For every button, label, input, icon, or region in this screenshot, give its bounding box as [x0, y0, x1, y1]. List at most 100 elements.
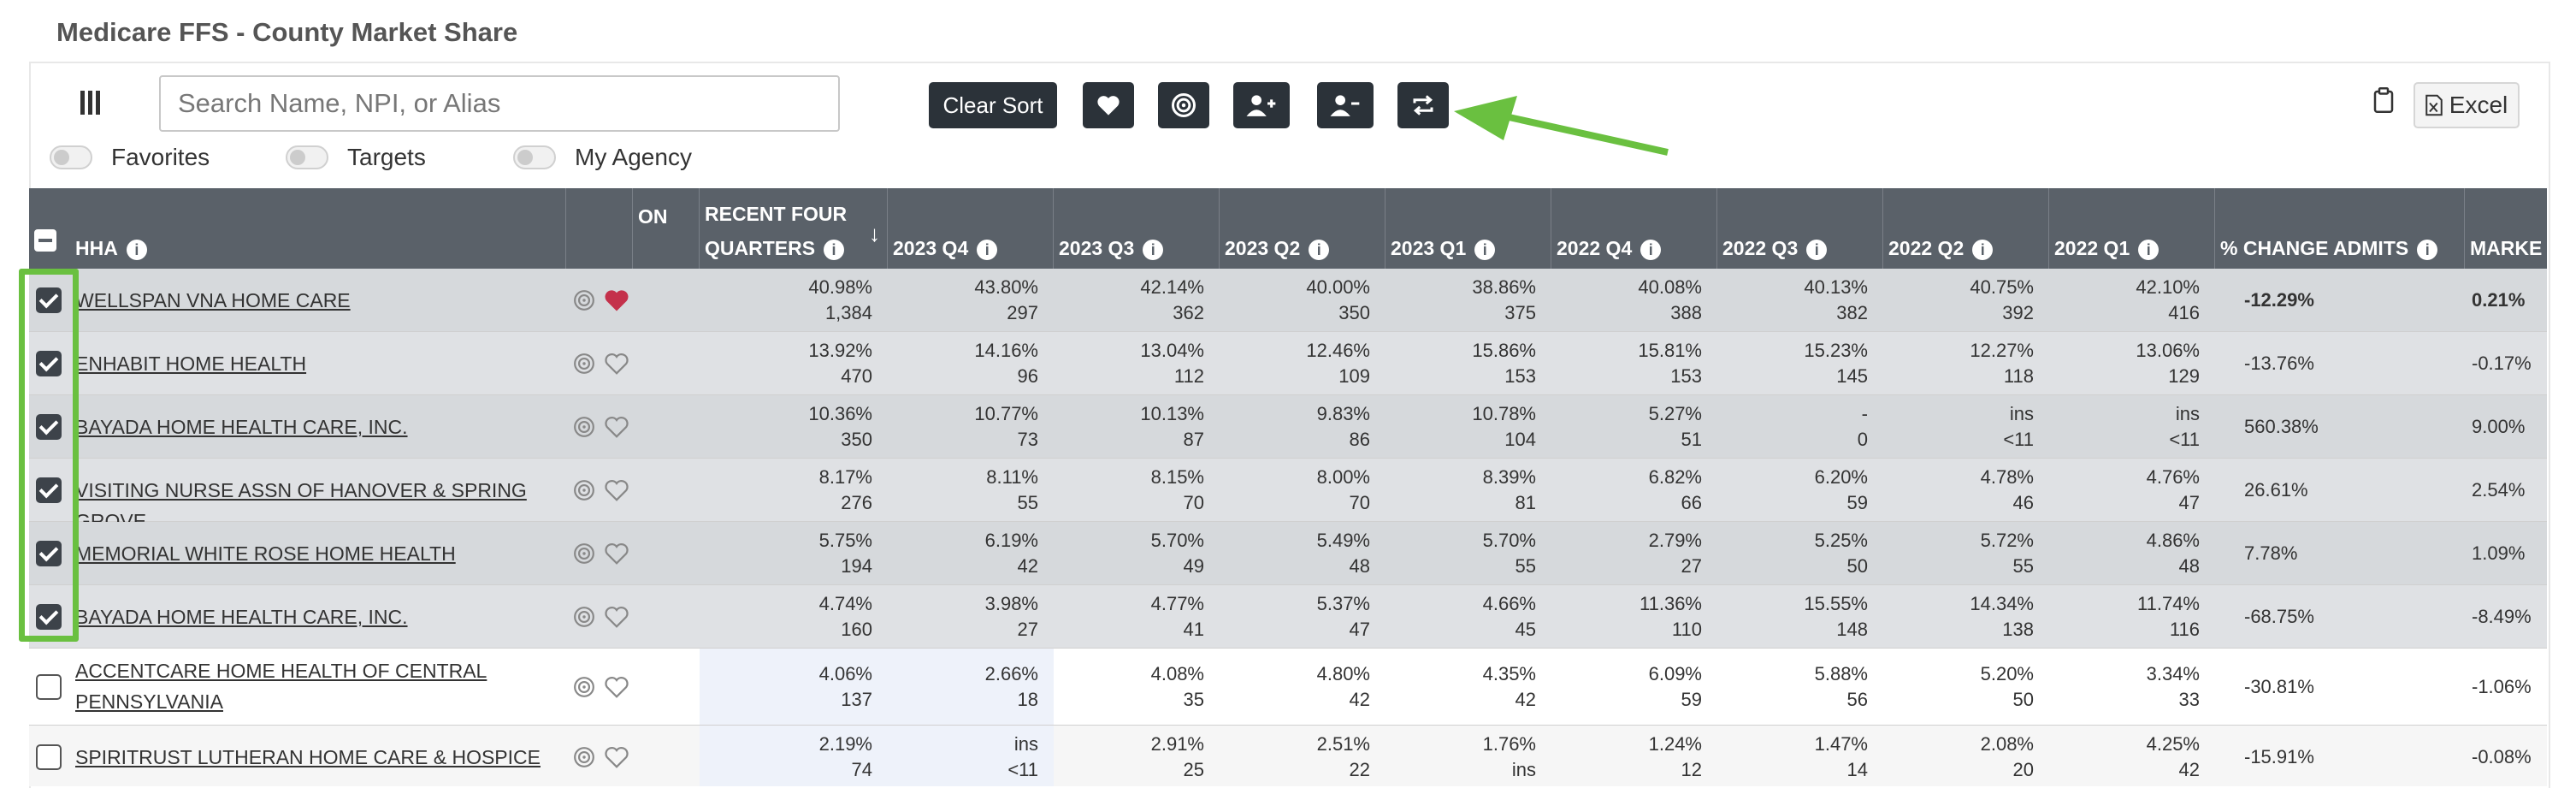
- target-icon[interactable]: [573, 289, 595, 311]
- table-row[interactable]: BAYADA HOME HEALTH CARE, INC. 10.36% 350 10…: [29, 395, 2547, 459]
- table-row[interactable]: WELLSPAN VNA HOME CARE 40.98% 1,384 43.80% 2…: [29, 269, 2547, 332]
- row-checkbox[interactable]: [36, 477, 62, 503]
- heart-outline-icon[interactable]: [604, 415, 629, 439]
- row-checkbox[interactable]: [36, 414, 62, 440]
- heart-outline-icon[interactable]: [604, 605, 629, 629]
- col-recent-four-quarters[interactable]: RECENT FOUR QUARTERS i ↓: [700, 188, 888, 269]
- row-checkbox[interactable]: [36, 351, 62, 376]
- hha-name-link[interactable]: SPIRITRUST LUTHERAN HOME CARE & HOSPICE: [75, 746, 541, 768]
- target-icon[interactable]: [573, 676, 595, 698]
- col-2022-q4[interactable]: 2022 Q4 i: [1551, 188, 1717, 269]
- target-icon[interactable]: [573, 606, 595, 628]
- share-pct: 13.04%: [1140, 340, 1204, 361]
- col-2022-q3[interactable]: 2022 Q3 i: [1717, 188, 1883, 269]
- search-input[interactable]: [159, 75, 840, 132]
- col-2023-q3[interactable]: 2023 Q3 i: [1054, 188, 1220, 269]
- target-filter-button[interactable]: [1158, 82, 1209, 128]
- info-icon[interactable]: i: [1474, 239, 1496, 260]
- market-cell: -0.08%: [2472, 726, 2547, 786]
- quarter-cell: 5.37% 47: [1220, 585, 1385, 648]
- share-pct: 2.66%: [984, 663, 1038, 684]
- share-pct: 2.19%: [818, 733, 872, 755]
- add-user-button[interactable]: [1233, 82, 1290, 128]
- clear-sort-button[interactable]: Clear Sort: [929, 82, 1057, 128]
- row-actions: [573, 745, 629, 769]
- col-2023-q1[interactable]: 2023 Q1 i: [1385, 188, 1551, 269]
- share-pct: 4.66%: [1482, 593, 1536, 614]
- swap-button[interactable]: [1397, 82, 1449, 128]
- hha-name-link[interactable]: ENHABIT HOME HEALTH: [75, 353, 307, 375]
- hha-name-link[interactable]: BAYADA HOME HEALTH CARE, INC.: [75, 416, 408, 438]
- col-on[interactable]: ON: [633, 188, 700, 269]
- excel-export-button[interactable]: Excel: [2414, 82, 2520, 128]
- share-pct: 15.81%: [1638, 340, 1702, 361]
- quarter-cell: 4.74% 160: [700, 585, 888, 648]
- col-hha[interactable]: HHA i: [29, 188, 566, 269]
- admits-count: 22: [1349, 759, 1370, 780]
- clipboard-icon[interactable]: [2372, 87, 2395, 113]
- market-cell: -1.06%: [2472, 649, 2547, 725]
- hha-name-link[interactable]: MEMORIAL WHITE ROSE HOME HEALTH: [75, 542, 456, 565]
- col-market[interactable]: MARKE: [2465, 188, 2547, 269]
- favorites-toggle[interactable]: [50, 145, 92, 169]
- table-row[interactable]: ENHABIT HOME HEALTH 13.92% 470 14.16% 96 13.0…: [29, 332, 2547, 395]
- favorites-toggle-group: Favorites: [50, 144, 210, 171]
- col-2022-q1[interactable]: 2022 Q1 i: [2049, 188, 2215, 269]
- columns-icon[interactable]: [80, 91, 104, 116]
- table-row[interactable]: BAYADA HOME HEALTH CARE, INC. 4.74% 160 3.9…: [29, 585, 2547, 649]
- col-2023-q2[interactable]: 2023 Q2 i: [1220, 188, 1385, 269]
- col-recent-label-2: QUARTERS: [705, 237, 816, 259]
- target-icon[interactable]: [573, 353, 595, 375]
- targets-label: Targets: [347, 144, 426, 170]
- target-icon[interactable]: [573, 746, 595, 768]
- favorite-filter-button[interactable]: [1083, 82, 1134, 128]
- target-icon[interactable]: [573, 542, 595, 565]
- table-row[interactable]: ACCENTCARE HOME HEALTH OF CENTRAL PENNSY…: [29, 649, 2547, 726]
- info-icon[interactable]: i: [977, 239, 998, 260]
- info-icon[interactable]: i: [1143, 239, 1164, 260]
- info-icon[interactable]: i: [1309, 239, 1330, 260]
- col-icons: [566, 188, 633, 269]
- hha-name-link[interactable]: ACCENTCARE HOME HEALTH OF CENTRAL PENNSY…: [75, 660, 487, 713]
- col-change-admits[interactable]: % CHANGE ADMITS i: [2215, 188, 2465, 269]
- share-pct: 4.35%: [1482, 663, 1536, 684]
- sort-down-icon[interactable]: ↓: [869, 221, 880, 246]
- col-2023-q4[interactable]: 2023 Q4 i: [888, 188, 1054, 269]
- info-icon[interactable]: i: [2138, 239, 2159, 260]
- market-cell: -0.17%: [2472, 332, 2547, 394]
- admits-count: 297: [1007, 302, 1038, 323]
- admits-count: <11: [2003, 429, 2034, 450]
- row-checkbox[interactable]: [36, 674, 62, 700]
- heart-outline-icon[interactable]: [604, 478, 629, 502]
- quarter-cell: 15.81% 153: [1551, 332, 1717, 394]
- row-checkbox[interactable]: [36, 604, 62, 630]
- row-checkbox[interactable]: [36, 744, 62, 770]
- heart-outline-icon[interactable]: [604, 745, 629, 769]
- hha-name-link[interactable]: BAYADA HOME HEALTH CARE, INC.: [75, 606, 408, 628]
- table-row[interactable]: MEMORIAL WHITE ROSE HOME HEALTH 5.75% 194 6…: [29, 522, 2547, 585]
- heart-outline-icon[interactable]: [604, 675, 629, 699]
- select-all-checkbox[interactable]: [34, 229, 56, 252]
- info-icon[interactable]: i: [1640, 239, 1662, 260]
- admits-count: <11: [2169, 429, 2200, 450]
- heart-outline-icon[interactable]: [604, 542, 629, 566]
- my-agency-toggle[interactable]: [513, 145, 556, 169]
- quarter-cell: 40.75% 392: [1883, 269, 2049, 331]
- table-row[interactable]: SPIRITRUST LUTHERAN HOME CARE & HOSPICE 2…: [29, 726, 2547, 786]
- table-row[interactable]: VISITING NURSE ASSN OF HANOVER & SPRING …: [29, 459, 2547, 532]
- remove-user-button[interactable]: [1317, 82, 1374, 128]
- row-checkbox[interactable]: [36, 541, 62, 566]
- row-checkbox[interactable]: [36, 287, 62, 313]
- info-icon[interactable]: i: [824, 239, 845, 260]
- target-icon[interactable]: [573, 416, 595, 438]
- heart-filled-icon[interactable]: [604, 288, 629, 312]
- targets-toggle[interactable]: [286, 145, 328, 169]
- hha-name-link[interactable]: WELLSPAN VNA HOME CARE: [75, 289, 351, 311]
- col-2022-q2[interactable]: 2022 Q2 i: [1883, 188, 2049, 269]
- info-icon[interactable]: i: [2417, 239, 2438, 260]
- info-icon[interactable]: i: [126, 239, 147, 260]
- info-icon[interactable]: i: [1972, 239, 1994, 260]
- target-icon[interactable]: [573, 479, 595, 501]
- info-icon[interactable]: i: [1806, 239, 1828, 260]
- heart-outline-icon[interactable]: [604, 352, 629, 376]
